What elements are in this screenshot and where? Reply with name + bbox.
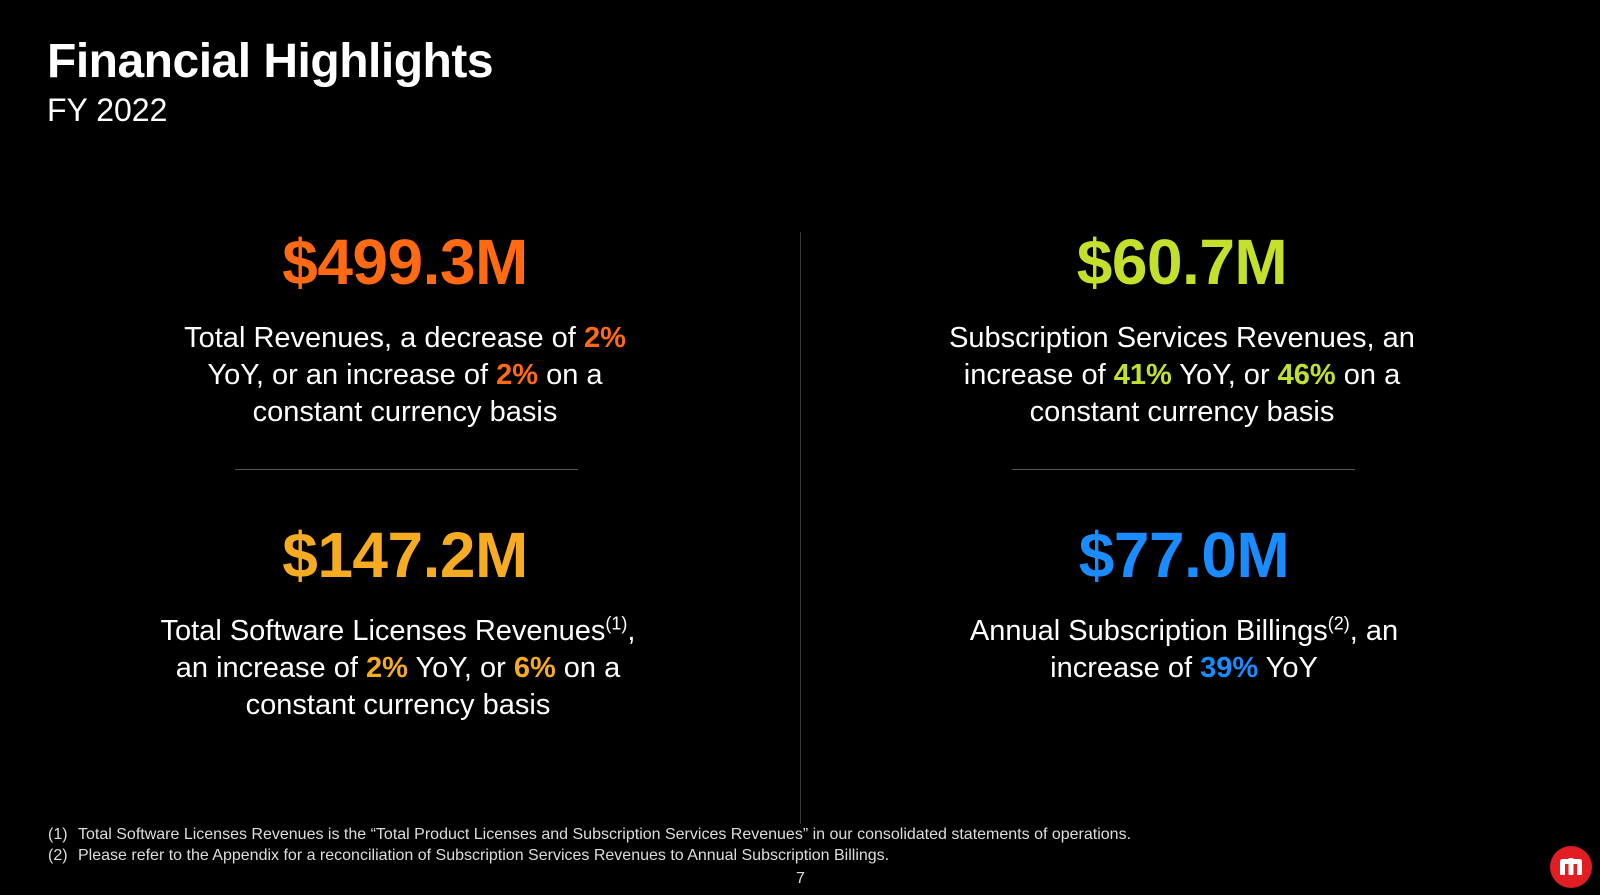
- pct-highlight: 41%: [1113, 359, 1172, 391]
- pct-highlight: 39%: [1200, 652, 1259, 684]
- desc-text: Total Revenues, a decrease of: [184, 322, 584, 354]
- desc-text: , an: [1349, 615, 1399, 647]
- desc-line: Total Software Licenses Revenues(1),: [118, 613, 678, 650]
- page-subtitle: FY 2022: [47, 92, 168, 128]
- desc-text: an increase of: [175, 652, 366, 684]
- metric-total-revenues: $499.3M Total Revenues, a decrease of 2%…: [125, 226, 685, 431]
- metric-description: Annual Subscription Billings(2), an incr…: [904, 613, 1464, 687]
- horizontal-divider-right: [1012, 469, 1355, 470]
- footnote-number: (2): [48, 847, 68, 864]
- desc-line: increase of 39% YoY: [904, 650, 1464, 687]
- desc-line: constant currency basis: [245, 689, 551, 721]
- microstrategy-logo-icon: [1550, 846, 1592, 888]
- desc-line: constant currency basis: [252, 396, 558, 428]
- footnote-item: (1) Total Software Licenses Revenues is t…: [48, 824, 1131, 845]
- desc-text: on a: [538, 359, 603, 391]
- desc-line: Subscription Services Revenues, an: [949, 322, 1415, 354]
- footnote-number: (1): [48, 826, 68, 843]
- metric-figure: $499.3M: [282, 226, 528, 298]
- pct-highlight: 46%: [1277, 359, 1336, 391]
- desc-line: YoY, or an increase of 2% on a: [125, 357, 685, 394]
- metric-description: Total Software Licenses Revenues(1), an …: [118, 613, 678, 724]
- desc-text: Total Software Licenses Revenues: [160, 615, 606, 647]
- metric-description: Total Revenues, a decrease of 2% YoY, or…: [125, 320, 685, 431]
- metric-description: Subscription Services Revenues, an incre…: [902, 320, 1462, 431]
- desc-text: increase of: [963, 359, 1114, 391]
- metric-figure: $60.7M: [1076, 226, 1288, 298]
- desc-line: constant currency basis: [1029, 396, 1335, 428]
- pct-highlight: 2%: [496, 359, 539, 391]
- desc-line: Total Revenues, a decrease of 2%: [125, 320, 685, 357]
- desc-text: ,: [627, 615, 636, 647]
- desc-text: on a: [555, 652, 621, 684]
- desc-text: on a: [1335, 359, 1401, 391]
- desc-text: YoY: [1258, 652, 1318, 684]
- metric-annual-billings: $77.0M Annual Subscription Billings(2), …: [904, 519, 1464, 687]
- desc-line: an increase of 2% YoY, or 6% on a: [118, 650, 678, 687]
- desc-text: increase of: [1050, 652, 1201, 684]
- footnote-ref: (2): [1327, 613, 1350, 634]
- desc-line: increase of 41% YoY, or 46% on a: [902, 357, 1462, 394]
- footnote-text: Please refer to the Appendix for a recon…: [78, 847, 890, 864]
- pct-highlight: 6%: [513, 652, 556, 684]
- desc-text: YoY, or: [407, 652, 514, 684]
- footnote-text: Total Software Licenses Revenues is the …: [78, 826, 1132, 843]
- page-number: 7: [796, 870, 805, 887]
- page-title: Financial Highlights: [47, 35, 494, 88]
- vertical-divider: [800, 232, 801, 824]
- footnote-ref: (1): [605, 613, 628, 634]
- footnote-item: (2) Please refer to the Appendix for a re…: [48, 845, 1131, 866]
- pct-highlight: 2%: [365, 652, 408, 684]
- desc-line: Annual Subscription Billings(2), an: [904, 613, 1464, 650]
- metric-subscription-services: $60.7M Subscription Services Revenues, a…: [902, 226, 1462, 431]
- metric-software-licenses: $147.2M Total Software Licenses Revenues…: [118, 519, 678, 724]
- pct-highlight: 2%: [583, 322, 626, 354]
- horizontal-divider-left: [235, 469, 578, 470]
- footnotes: (1) Total Software Licenses Revenues is t…: [48, 824, 1131, 866]
- desc-text: Annual Subscription Billings: [969, 615, 1328, 647]
- metric-figure: $77.0M: [1078, 519, 1290, 591]
- desc-text: YoY, or an increase of: [207, 359, 497, 391]
- metric-figure: $147.2M: [282, 519, 528, 591]
- desc-text: YoY, or: [1171, 359, 1278, 391]
